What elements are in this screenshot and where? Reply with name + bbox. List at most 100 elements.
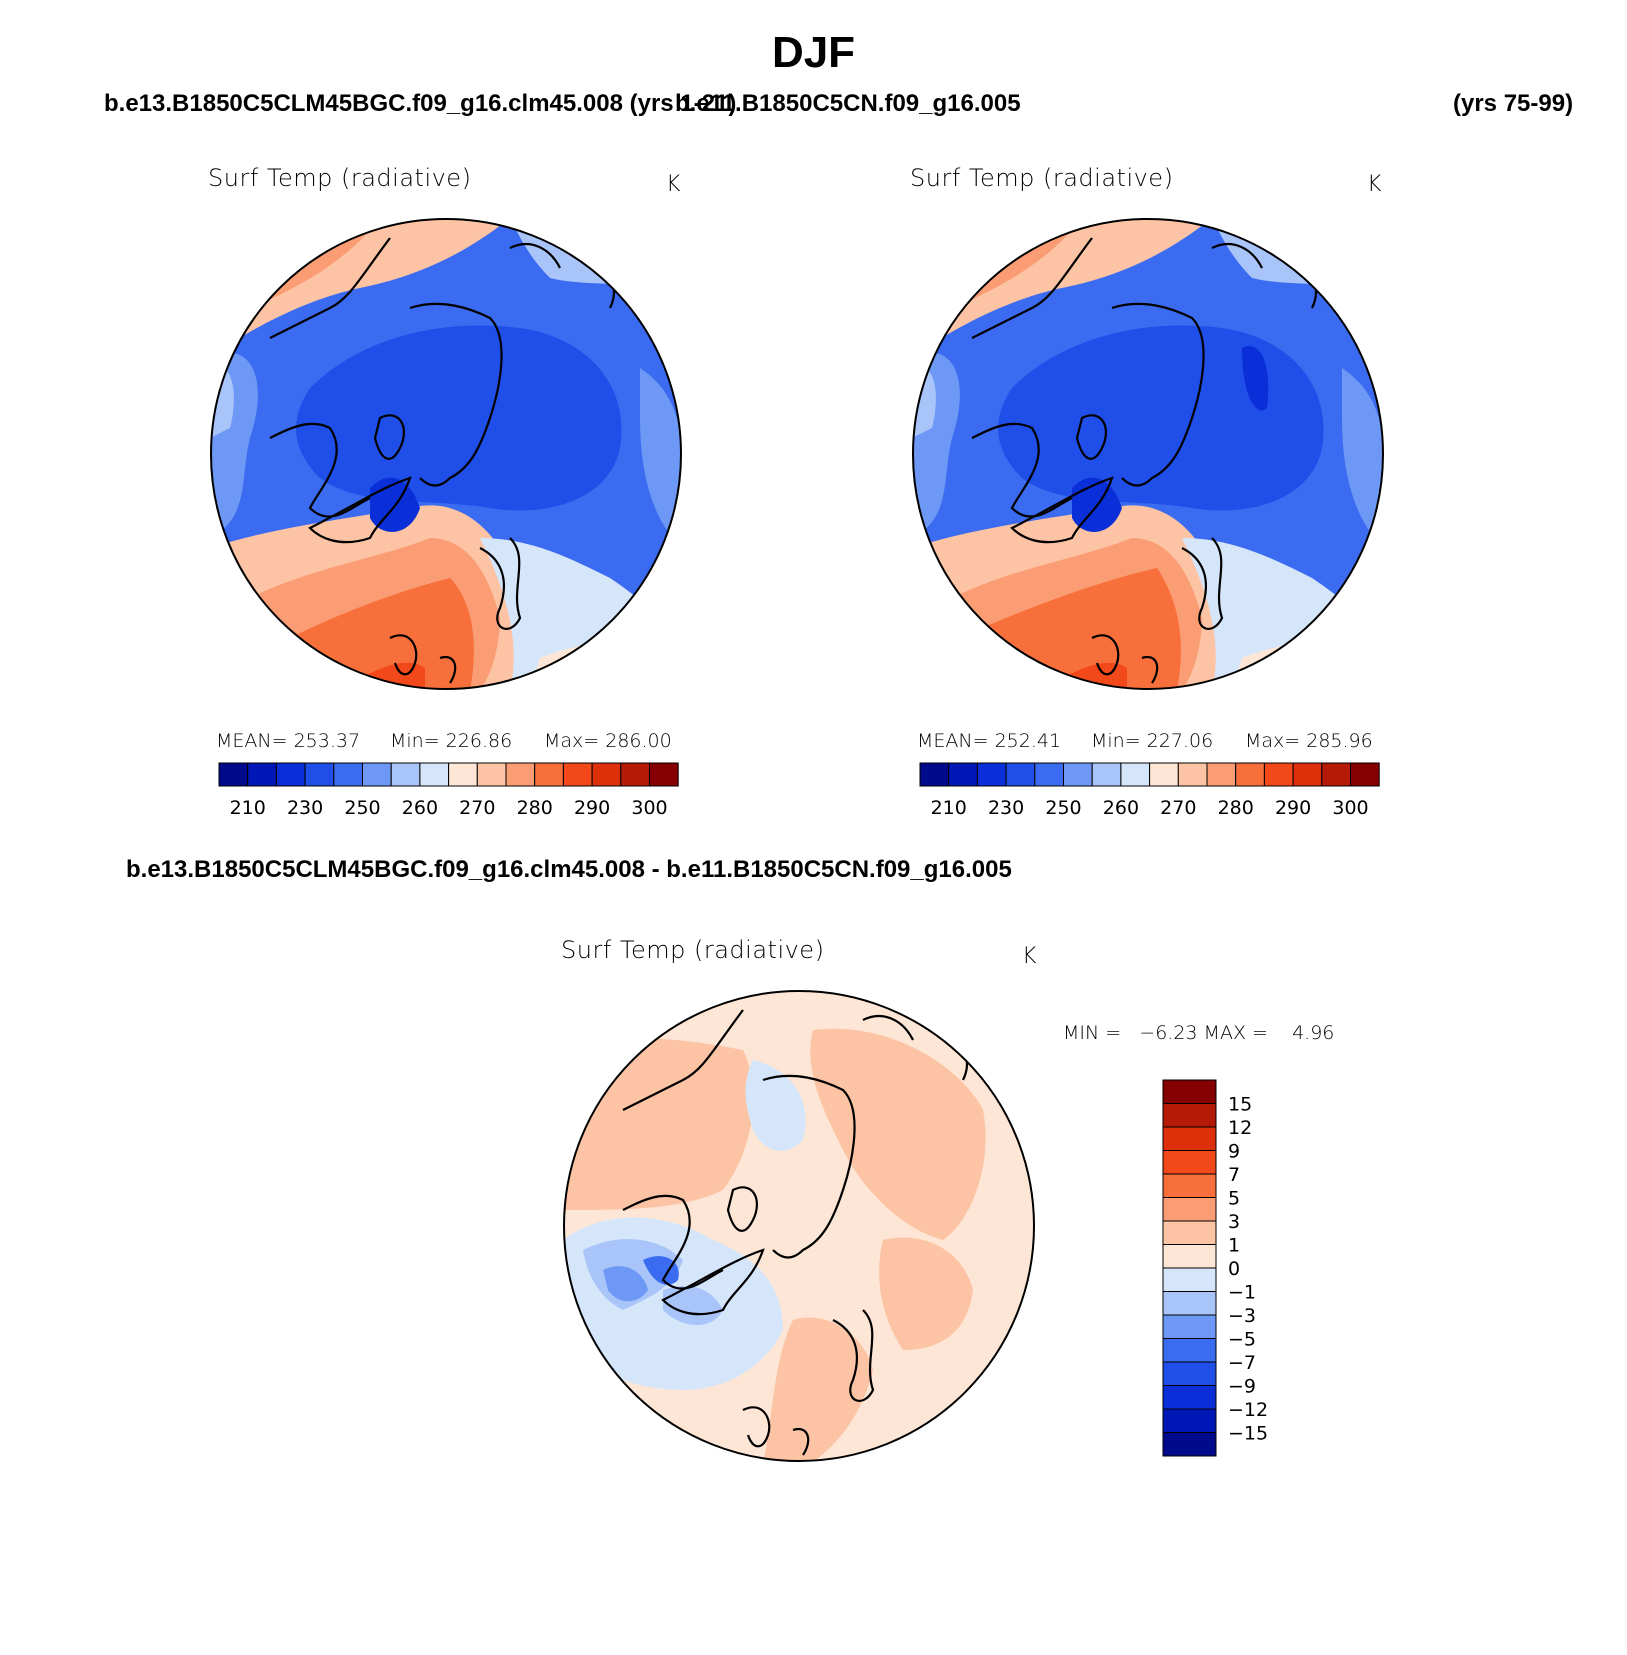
panel2-map [912, 218, 1384, 690]
panel1-colorbar-tick-label: 280 [517, 797, 553, 819]
panel1-colorbar-swatch [534, 762, 564, 787]
panel1-title: Surf Temp (radiative) [208, 164, 472, 192]
panel3-colorbar-tick-label: 15 [1228, 1094, 1252, 1116]
panel2-colorbar-swatch [1321, 762, 1351, 787]
panel3-colorbar-swatch [1162, 1197, 1217, 1222]
panel2-colorbar-swatch [1235, 762, 1265, 787]
panel2-colorbar-tick-label: 280 [1218, 797, 1254, 819]
panel1-colorbar-swatch [620, 762, 650, 787]
panel1-colorbar-swatch [333, 762, 364, 787]
panel3-minmax: MIN = −6.23 MAX = 4.96 [1063, 1022, 1335, 1044]
panel3-colorbar-tick-label: 3 [1228, 1211, 1240, 1233]
panel1-colorbar-swatch [362, 762, 392, 787]
case2-years-label: (yrs 75-99) [1453, 90, 1574, 117]
panel3-colorbar-tick-label: −7 [1228, 1352, 1256, 1374]
panel3-colorbar-tick-label: 7 [1228, 1164, 1240, 1186]
figure-title: DJF [771, 28, 856, 77]
panel3-colorbar-tick-label: −5 [1228, 1329, 1256, 1351]
panel1-colorbar-swatch [247, 762, 277, 787]
panel1-colorbar-swatch [505, 762, 536, 787]
panel3-colorbar-swatch [1162, 1267, 1217, 1292]
panel1-units: K [666, 172, 681, 197]
panel3-colorbar-swatch [1162, 1385, 1217, 1410]
panel1-max: Max= 286.00 [544, 730, 672, 752]
panel1-colorbar-tick-label: 270 [459, 797, 495, 819]
panel2-colorbar-swatch [1091, 762, 1122, 787]
panel2-colorbar-swatch [1206, 762, 1237, 787]
panel3-colorbar-swatch [1162, 1314, 1217, 1339]
panel2-colorbar-swatch [1177, 762, 1208, 787]
panel3-colorbar-swatch [1162, 1103, 1217, 1128]
panel1-colorbar-tick-label: 230 [287, 797, 323, 819]
case1-label: b.e13.B1850C5CLM45BGC.f09_g16.clm45.008 … [104, 90, 737, 117]
case2-label: b.e11.B1850C5CN.f09_g16.005 [675, 90, 1021, 117]
panel3-map [563, 990, 1035, 1462]
panel1-colorbar: 210 230 250 260 270 280 290 300 [218, 762, 679, 819]
panel1-colorbar-swatch [218, 762, 249, 787]
panel3-colorbar-tick-label: 0 [1228, 1258, 1240, 1280]
panel3-colorbar-swatch [1162, 1244, 1217, 1269]
panel1-colorbar-swatch [390, 762, 421, 787]
panel2-max: Max= 285.96 [1245, 730, 1373, 752]
panel2-colorbar-tick-label: 270 [1160, 797, 1196, 819]
panel3-colorbar-swatch [1162, 1079, 1217, 1104]
panel3-colorbar-swatch [1162, 1408, 1217, 1433]
panel2-colorbar-swatch [1005, 762, 1036, 787]
panel1-colorbar-swatch [275, 762, 306, 787]
panel2-units: K [1367, 172, 1382, 197]
panel1-mean: MEAN= 253.37 [216, 730, 361, 752]
panel3-colorbar-swatch [1162, 1291, 1217, 1316]
panel1-colorbar-tick-label: 250 [344, 797, 380, 819]
panel3-colorbar-tick-label: −1 [1228, 1282, 1256, 1304]
panel2-colorbar: 210 230 250 260 270 280 290 300 [919, 762, 1380, 819]
panel1-min: Min= 226.86 [390, 730, 513, 752]
panel3-colorbar-tick-label: −3 [1228, 1305, 1256, 1327]
panel2-colorbar-swatch [919, 762, 950, 787]
panel2-colorbar-swatch [1034, 762, 1065, 787]
panel3-colorbar-swatch [1162, 1432, 1217, 1457]
panel2-colorbar-tick-label: 260 [1103, 797, 1139, 819]
panel1-colorbar-swatch [448, 762, 478, 787]
panel3-colorbar-swatch [1162, 1126, 1217, 1151]
panel3-colorbar-swatch [1162, 1150, 1217, 1175]
panel3-title: Surf Temp (radiative) [561, 936, 825, 964]
panel2-colorbar-swatch [1350, 762, 1380, 787]
panel3-colorbar-tick-label: 1 [1228, 1235, 1240, 1257]
panel2-colorbar-swatch [976, 762, 1007, 787]
panel1-colorbar-swatch [304, 762, 335, 787]
panel3-colorbar-swatch [1162, 1173, 1217, 1198]
panel3-colorbar-tick-label: −15 [1228, 1423, 1268, 1445]
panel1-map [210, 218, 682, 690]
panel1-colorbar-tick-label: 260 [402, 797, 438, 819]
panel2-min: Min= 227.06 [1091, 730, 1214, 752]
panel3-colorbar-tick-label: 12 [1228, 1117, 1252, 1139]
panel1-colorbar-tick-label: 290 [574, 797, 610, 819]
panel2-colorbar-tick-label: 210 [931, 797, 967, 819]
panel2-colorbar-swatch [1120, 762, 1151, 787]
panel1-colorbar-swatch [649, 762, 679, 787]
panel2-colorbar-tick-label: 250 [1045, 797, 1081, 819]
panel3-colorbar-swatch [1162, 1220, 1217, 1245]
panel1-colorbar-tick-label: 210 [230, 797, 266, 819]
diff-title: b.e13.B1850C5CLM45BGC.f09_g16.clm45.008 … [126, 856, 1012, 883]
panel2-mean: MEAN= 252.41 [917, 730, 1062, 752]
panel1-colorbar-swatch [476, 762, 507, 787]
panel3-colorbar-swatch [1162, 1338, 1217, 1363]
panel3-colorbar-swatch [1162, 1361, 1217, 1386]
panel2-colorbar-tick-label: 300 [1332, 797, 1368, 819]
panel2-colorbar-tick-label: 290 [1275, 797, 1311, 819]
panel2-colorbar-swatch [1263, 762, 1294, 787]
panel1-colorbar-tick-label: 300 [631, 797, 667, 819]
panel2-colorbar-swatch [1149, 762, 1179, 787]
panel3-colorbar-tick-label: −9 [1228, 1376, 1256, 1398]
panel3-colorbar-tick-label: 9 [1228, 1141, 1240, 1163]
panel2-colorbar-swatch [948, 762, 978, 787]
panel2-colorbar-tick-label: 230 [988, 797, 1024, 819]
panel3-colorbar-tick-label: −12 [1228, 1399, 1268, 1421]
panel1-colorbar-swatch [562, 762, 593, 787]
panel2-title: Surf Temp (radiative) [910, 164, 1174, 192]
panel1-colorbar-swatch [419, 762, 450, 787]
panel3-units: K [1022, 944, 1037, 969]
panel3-colorbar-tick-label: 5 [1228, 1188, 1240, 1210]
